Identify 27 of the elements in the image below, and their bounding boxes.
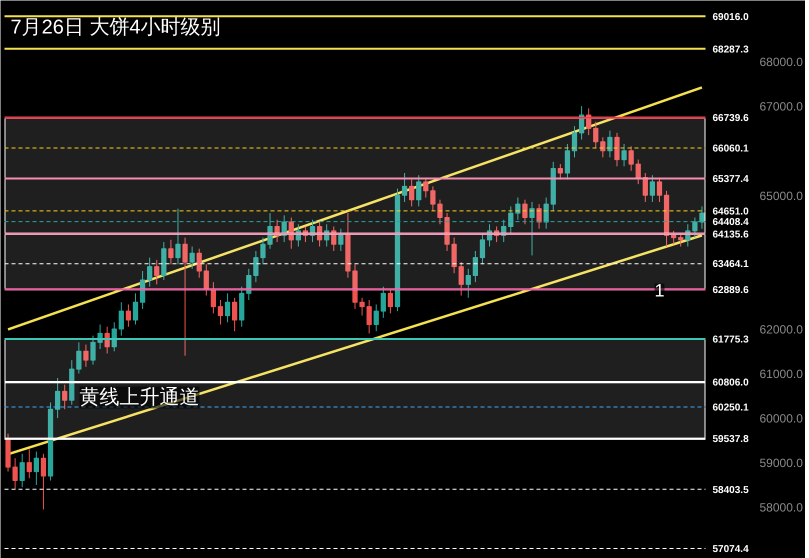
y-tick-label: 68000.0 [760,55,804,70]
ref-line-label: 60250.1 [712,402,750,414]
ref-line-label: 69016.0 [712,12,750,23]
ref-line-label: 68287.3 [712,44,750,56]
y-tick-label: 61000.0 [760,367,804,382]
ref-line-label: 64408.4 [712,217,750,228]
ref-line-label: 65377.4 [712,174,750,185]
ref-line-label: 60806.0 [712,378,750,389]
annotation: 黄线上升通道 [80,386,200,408]
ref-line-label: 58403.5 [712,484,750,496]
y-tick-label: 62000.0 [760,322,804,336]
y-tick-label: 67000.0 [760,100,804,114]
annotation: 1 [654,280,665,300]
ref-line-label: 66739.6 [712,113,750,124]
ref-line-label: 66060.1 [712,144,750,155]
ref-line-label: 64135.6 [712,229,750,240]
ref-line-label: 61775.3 [712,334,750,346]
ref-line-label: 59537.8 [712,434,750,446]
y-tick-label: 58000.0 [760,500,804,515]
y-tick-label: 59000.0 [760,456,804,470]
y-tick-label: 60000.0 [760,412,804,426]
y-tick-label: 65000.0 [760,188,804,203]
ref-line-label: 57074.4 [712,544,750,555]
ref-line-label: 62889.6 [712,284,750,296]
text: 7月26日 大饼4小时级别 [10,16,221,38]
ref-line-label: 64651.0 [712,206,750,218]
ref-line-label: 63464.1 [712,259,750,270]
